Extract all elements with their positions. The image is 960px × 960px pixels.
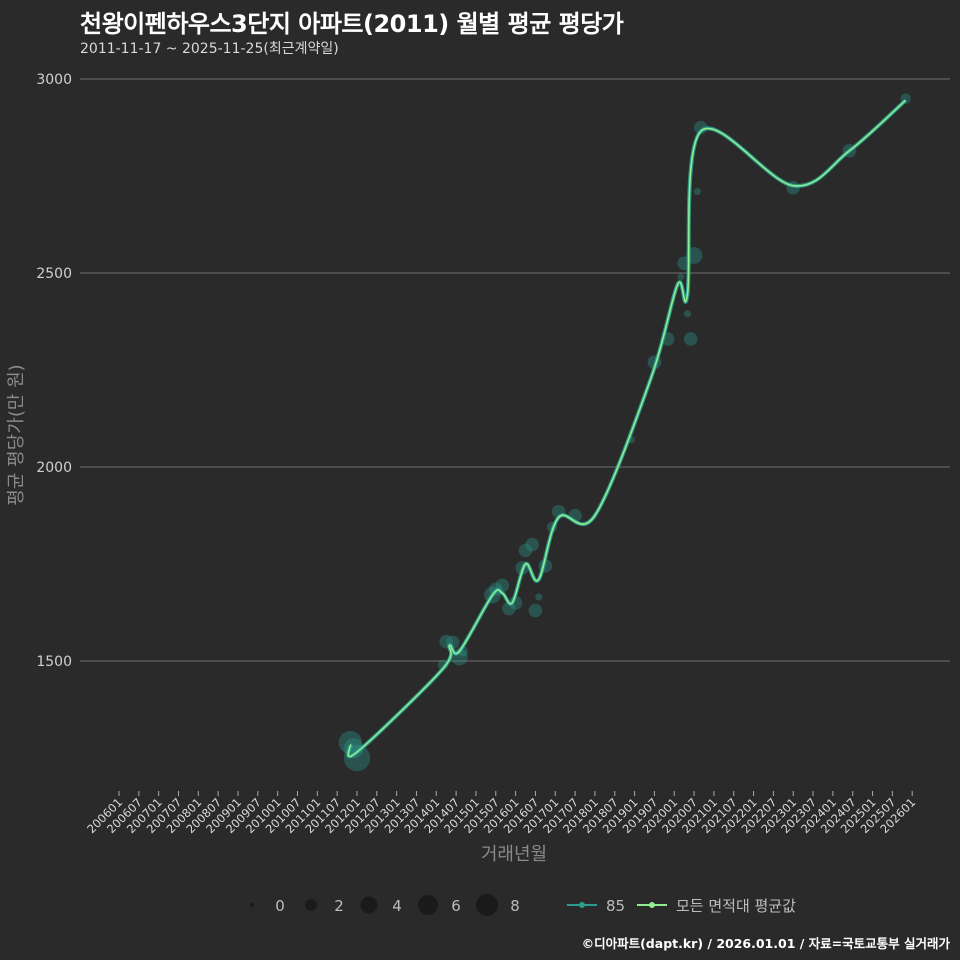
data-point (518, 543, 533, 558)
legend-size-label: 2 (334, 897, 344, 915)
legend: 0 2 4 6 8 85 모든 면적대 평균값 (250, 894, 796, 916)
y-tick-label: 3000 (36, 72, 72, 88)
legend-size-circle (305, 899, 317, 911)
legend-size-circle (418, 895, 438, 915)
legend-size-label: 0 (275, 897, 285, 915)
legend-size-circle (476, 894, 498, 916)
legend-size-circle (250, 903, 254, 907)
data-point (693, 187, 701, 196)
y-tick-label: 2000 (36, 460, 72, 476)
legend-avg-label: 모든 면적대 평균값 (676, 897, 796, 915)
data-point (525, 537, 539, 552)
legend-size-label: 4 (392, 897, 402, 915)
line-all-average (347, 99, 907, 758)
source-caption: ©디아파트(dapt.kr) / 2026.01.01 / 자료=국토교통부 실… (581, 936, 950, 951)
data-point (677, 273, 685, 281)
chart-title: 천왕이펜하우스3단지 아파트(2011) 월별 평균 평당가 (80, 10, 624, 38)
legend-size-label: 6 (451, 897, 461, 915)
data-point (683, 332, 698, 346)
data-point (338, 730, 362, 755)
x-axis-ticks: 2006012006072007012007072008012008072009… (84, 791, 918, 836)
data-point (535, 593, 543, 601)
trend-lines (346, 98, 907, 759)
chart-subtitle: 2011-11-17 ~ 2025-11-25(최근계약일) (80, 41, 339, 57)
line-85 (346, 98, 907, 759)
legend-avg-dot (649, 902, 655, 908)
legend-size-label: 8 (510, 897, 520, 915)
legend-size-circle (360, 896, 378, 914)
y-tick-label: 1500 (36, 654, 72, 670)
y-axis-label: 평균 평당가(만 원) (6, 364, 27, 505)
x-axis-label: 거래년월 (481, 844, 547, 865)
data-point (528, 603, 543, 618)
y-axis-ticks: 1500 2000 2500 3000 (36, 72, 72, 670)
legend-85-dot (579, 902, 585, 908)
legend-85-label: 85 (606, 897, 625, 915)
data-point (683, 310, 692, 318)
gridlines (80, 78, 950, 662)
y-tick-label: 2500 (36, 266, 72, 282)
scatter-points-85 (338, 93, 911, 772)
